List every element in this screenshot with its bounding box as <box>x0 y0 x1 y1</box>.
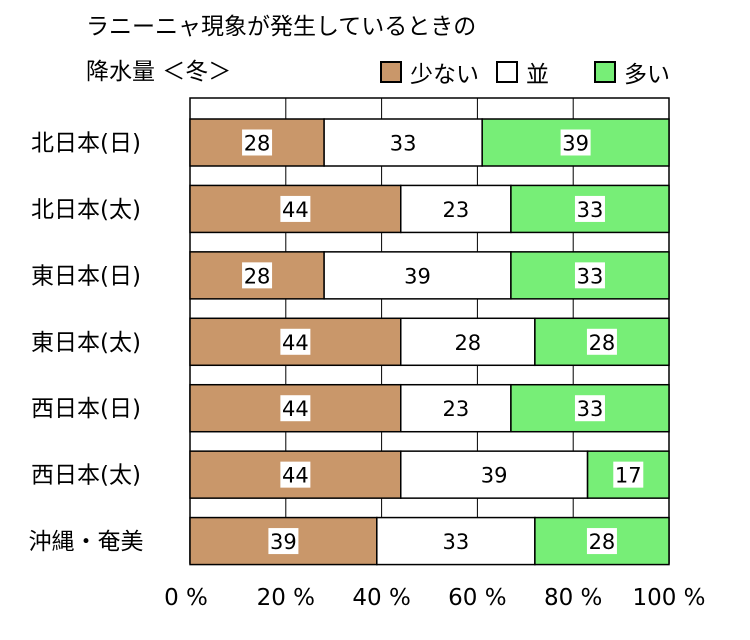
legend-item-normal: 並 <box>496 57 549 88</box>
data-label: 39 <box>562 132 589 156</box>
x-tick-label: 20 % <box>257 585 315 611</box>
category-label: 北日本(日) <box>31 131 141 157</box>
data-label: 44 <box>282 397 309 421</box>
data-label: 23 <box>442 397 469 421</box>
category-label: 東日本(太) <box>31 330 141 356</box>
data-label: 28 <box>244 132 271 156</box>
data-label-bg <box>388 129 419 156</box>
data-label: 33 <box>577 198 604 222</box>
data-label-bg <box>242 262 273 289</box>
x-tick-label: 100 % <box>632 585 705 611</box>
data-label-bg <box>440 528 471 555</box>
legend-label-normal: 並 <box>526 62 549 88</box>
data-label-bg <box>586 528 617 555</box>
category-label: 北日本(太) <box>31 197 141 223</box>
data-label-bg <box>280 395 311 422</box>
legend-item-much: 多い <box>594 57 670 88</box>
x-tick-label: 0 % <box>164 585 208 611</box>
data-label: 33 <box>577 397 604 421</box>
chart-title-line1: ラニーニャ現象が発生しているときの <box>86 14 477 40</box>
x-tick-label: 80 % <box>544 585 602 611</box>
data-label-bg <box>560 129 591 156</box>
data-label-bg <box>613 461 644 488</box>
data-label-bg <box>402 262 433 289</box>
data-label: 23 <box>442 198 469 222</box>
data-label: 28 <box>454 331 481 355</box>
legend-label-much: 多い <box>624 62 670 88</box>
data-label-bg <box>574 395 605 422</box>
data-label-bg <box>440 195 471 222</box>
chart-title-line2: 降水量 ＜冬＞ <box>86 59 232 85</box>
data-label: 17 <box>615 464 642 488</box>
legend-swatch-much <box>594 61 616 83</box>
data-label: 28 <box>589 331 616 355</box>
data-label: 33 <box>442 530 469 554</box>
category-label: 沖縄・奄美 <box>29 529 144 555</box>
data-label: 44 <box>282 331 309 355</box>
bar-segment <box>189 516 378 566</box>
legend-swatch-normal <box>496 61 518 83</box>
data-label: 44 <box>282 464 309 488</box>
x-tick-label: 60 % <box>448 585 506 611</box>
data-label-bg <box>440 395 471 422</box>
legend-item-little: 少ない <box>380 57 479 88</box>
data-label-bg <box>280 461 311 488</box>
data-label-bg <box>268 528 299 555</box>
data-label-bg <box>574 262 605 289</box>
legend-label-little: 少ない <box>410 62 479 88</box>
x-tick-label: 40 % <box>352 585 410 611</box>
data-label-bg <box>479 461 510 488</box>
data-label-bg <box>280 195 311 222</box>
data-label: 28 <box>589 530 616 554</box>
data-label: 39 <box>404 264 431 288</box>
data-label: 39 <box>270 530 297 554</box>
data-label-bg <box>586 328 617 355</box>
data-label: 33 <box>577 264 604 288</box>
data-label: 33 <box>390 132 417 156</box>
data-label: 44 <box>282 198 309 222</box>
category-label: 西日本(太) <box>31 463 141 489</box>
data-label: 39 <box>481 464 508 488</box>
data-label-bg <box>452 328 483 355</box>
data-label-bg <box>574 195 605 222</box>
category-label: 西日本(日) <box>31 396 141 422</box>
legend-swatch-little <box>380 61 402 83</box>
category-label: 東日本(日) <box>31 263 141 289</box>
data-label-bg <box>280 328 311 355</box>
data-label: 28 <box>244 264 271 288</box>
data-label-bg <box>242 129 273 156</box>
